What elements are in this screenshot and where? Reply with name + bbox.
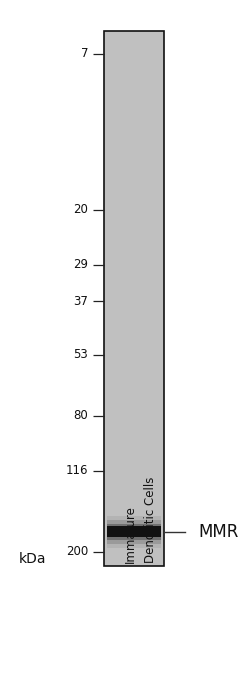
Text: 37: 37 bbox=[73, 294, 88, 307]
Bar bbox=[107, 516, 161, 547]
Text: 80: 80 bbox=[73, 409, 88, 422]
Text: Dendritic Cells: Dendritic Cells bbox=[144, 476, 157, 563]
Text: Immature: Immature bbox=[124, 505, 137, 563]
Text: 53: 53 bbox=[73, 348, 88, 361]
Text: kDa: kDa bbox=[19, 552, 46, 566]
Text: 20: 20 bbox=[73, 203, 88, 216]
Text: 7: 7 bbox=[81, 47, 88, 60]
Bar bbox=[107, 520, 161, 543]
Text: 116: 116 bbox=[65, 464, 88, 477]
Text: 200: 200 bbox=[66, 545, 88, 558]
Bar bbox=[107, 523, 161, 540]
Bar bbox=[107, 526, 161, 537]
Text: 29: 29 bbox=[73, 259, 88, 272]
Text: MMR: MMR bbox=[198, 523, 239, 541]
Bar bbox=[104, 31, 164, 566]
